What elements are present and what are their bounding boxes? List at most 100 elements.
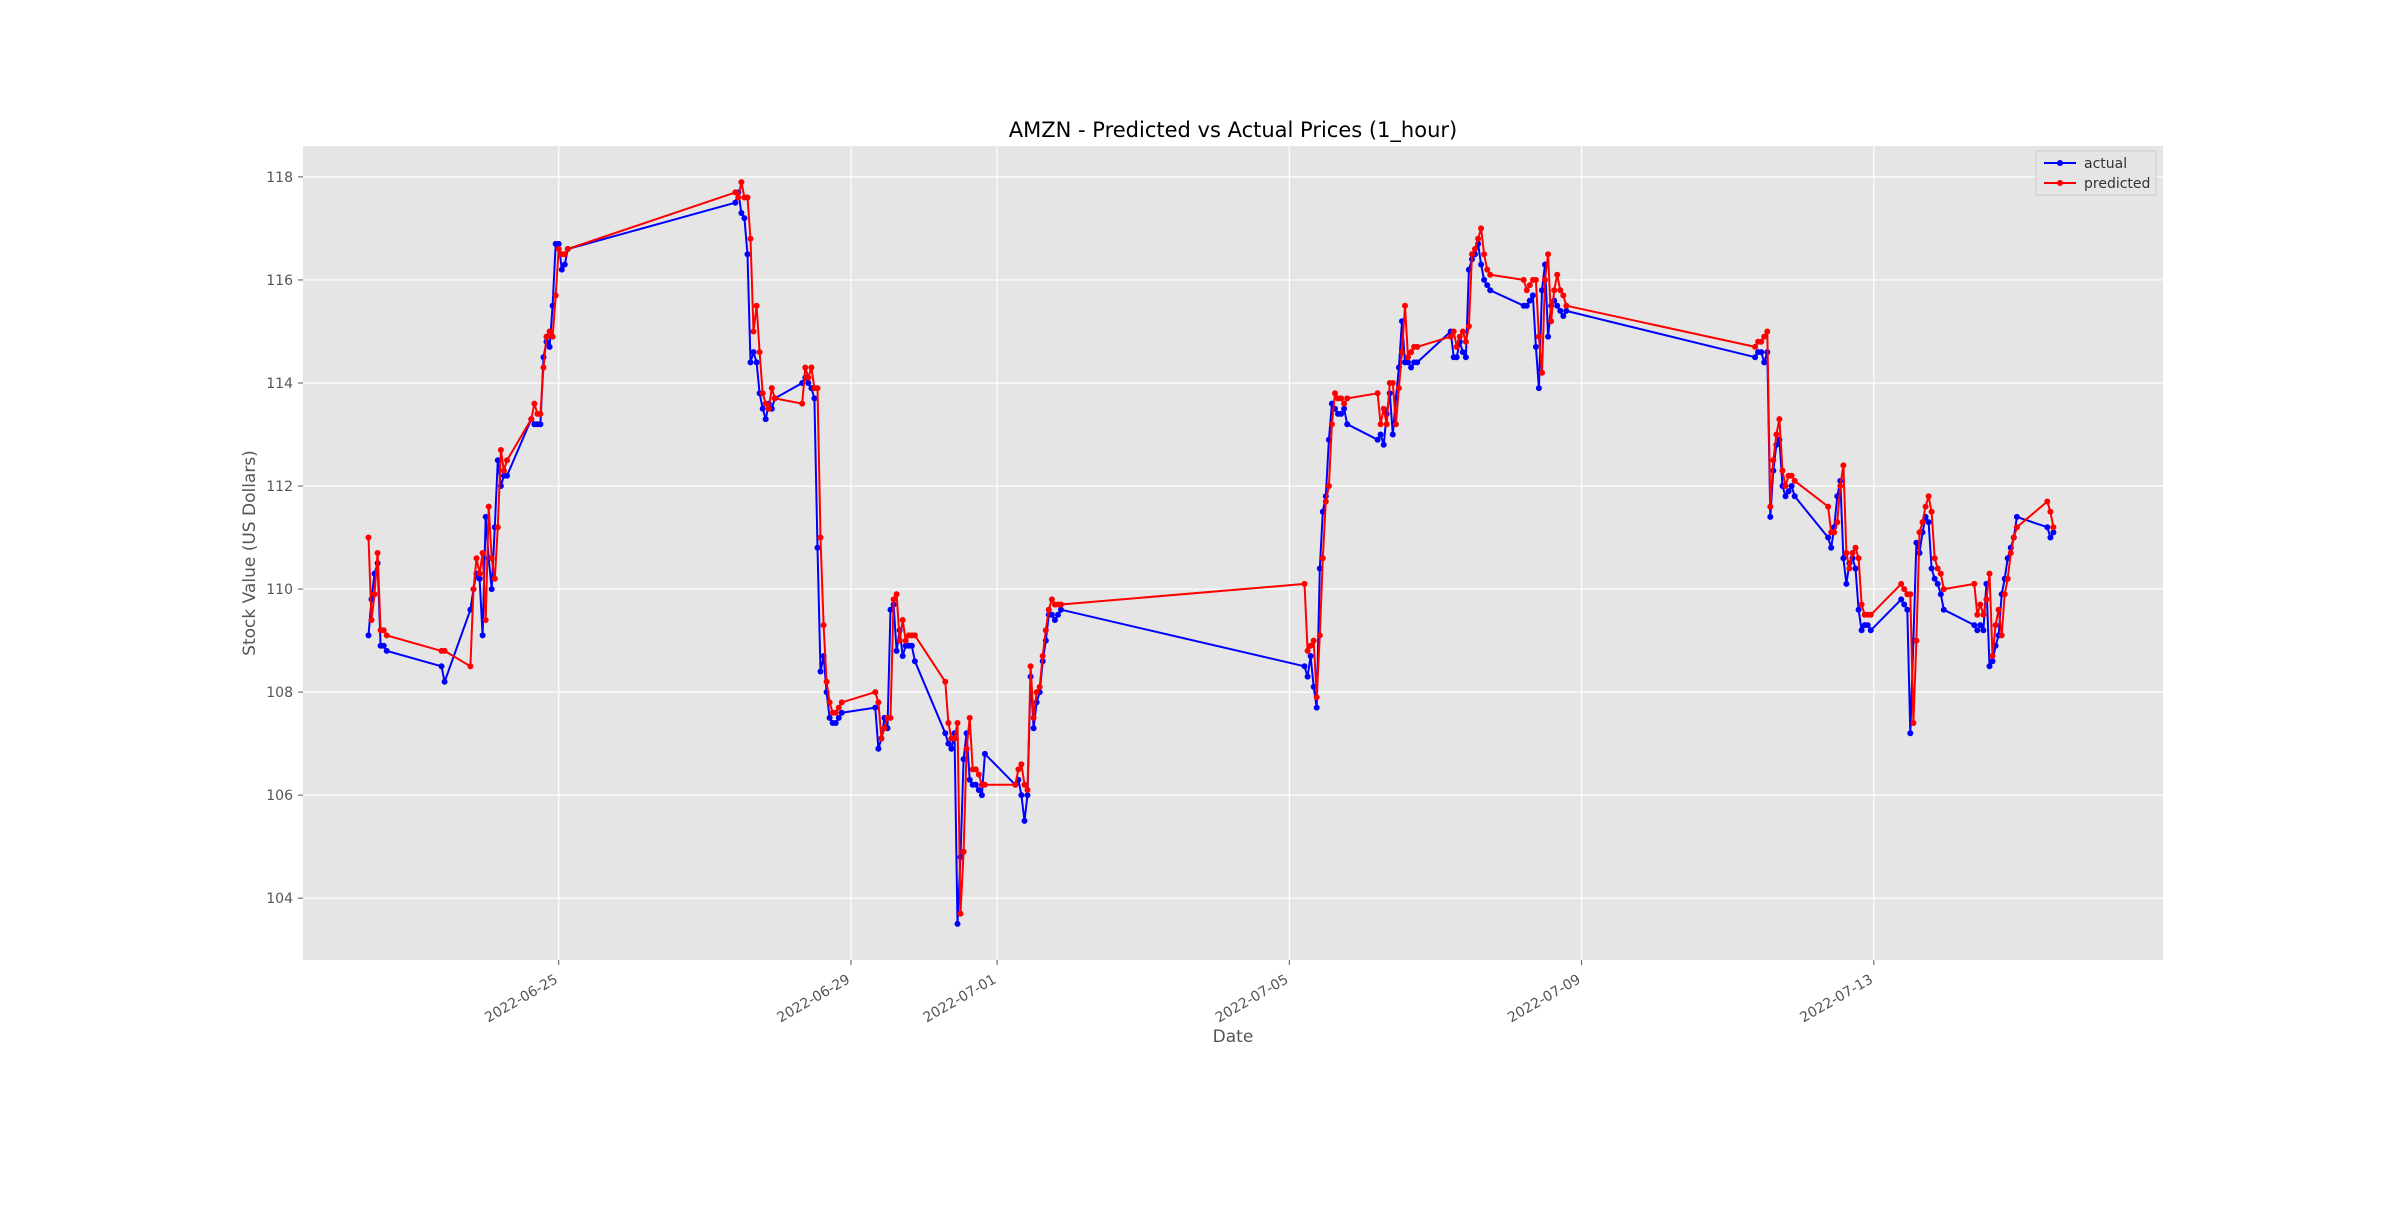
- data-point-actual: [887, 606, 894, 613]
- data-point-actual: [1898, 596, 1905, 603]
- data-point-predicted: [1548, 318, 1555, 325]
- y-tick-label: 114: [266, 376, 293, 392]
- data-point-actual: [759, 405, 766, 412]
- data-point-predicted: [823, 678, 830, 685]
- data-point-predicted: [1304, 647, 1311, 654]
- data-point-actual: [908, 642, 915, 649]
- data-point-actual: [1021, 817, 1028, 824]
- legend-marker-predicted: [2057, 180, 2063, 186]
- data-point-predicted: [1018, 761, 1025, 768]
- data-point-actual: [365, 632, 372, 639]
- data-point-predicted: [1341, 400, 1348, 407]
- data-point-predicted: [1545, 251, 1552, 258]
- data-point-actual: [1545, 333, 1552, 340]
- data-point-actual: [1532, 343, 1539, 350]
- data-point-actual: [1478, 261, 1485, 268]
- data-point-actual: [1374, 436, 1381, 443]
- data-point-predicted: [1767, 503, 1774, 510]
- data-point-predicted: [1779, 467, 1786, 474]
- data-point-actual: [1931, 575, 1938, 582]
- data-point-predicted: [1931, 555, 1938, 562]
- data-point-actual: [1055, 611, 1061, 618]
- series-layer: [365, 179, 2057, 927]
- data-point-predicted: [1791, 477, 1798, 484]
- data-point-predicted: [951, 735, 958, 742]
- data-point-actual: [1785, 488, 1792, 495]
- data-point-predicted: [441, 647, 448, 654]
- data-point-actual: [546, 343, 553, 350]
- data-point-actual: [1867, 627, 1874, 634]
- data-point-actual: [1459, 349, 1466, 356]
- data-point-predicted: [1402, 302, 1408, 309]
- data-point-predicted: [902, 637, 909, 644]
- data-point-predicted: [2007, 550, 2014, 556]
- data-point-predicted: [1925, 493, 1932, 500]
- data-point-predicted: [744, 194, 751, 201]
- y-tick-label: 106: [266, 788, 293, 804]
- data-point-actual: [1024, 792, 1031, 799]
- data-point-actual: [1913, 539, 1920, 546]
- data-point-actual: [1852, 565, 1859, 572]
- data-point-actual: [1487, 287, 1494, 294]
- data-point-predicted: [1408, 349, 1415, 356]
- data-point-actual: [1344, 421, 1351, 428]
- data-point-actual: [1825, 534, 1832, 541]
- data-point-predicted: [1462, 338, 1469, 345]
- data-point-actual: [1907, 730, 1914, 737]
- data-point-predicted: [1478, 225, 1485, 232]
- data-point-actual: [1341, 405, 1348, 412]
- data-point-actual: [835, 714, 842, 721]
- data-point-predicted: [1937, 570, 1944, 577]
- data-point-actual: [1414, 359, 1421, 366]
- data-point-predicted: [878, 735, 885, 742]
- data-point-actual: [1843, 580, 1850, 587]
- data-point-predicted: [497, 447, 504, 453]
- data-point-predicted: [1852, 544, 1859, 551]
- data-point-predicted: [1928, 508, 1935, 515]
- data-point-predicted: [1012, 781, 1019, 788]
- data-point-actual: [1313, 704, 1320, 711]
- data-point-actual: [1937, 591, 1944, 598]
- data-point-actual: [1523, 302, 1530, 309]
- data-point-actual: [814, 544, 821, 551]
- data-point-predicted: [954, 720, 961, 726]
- data-point-predicted: [753, 302, 760, 309]
- data-point-actual: [1535, 385, 1542, 392]
- data-point-predicted: [485, 503, 492, 510]
- data-point-predicted: [1773, 431, 1780, 438]
- data-point-predicted: [1855, 555, 1862, 562]
- data-point-predicted: [1469, 251, 1475, 258]
- data-point-predicted: [1983, 596, 1990, 603]
- data-point-predicted: [1520, 276, 1527, 283]
- y-tick-label: 112: [266, 479, 293, 495]
- data-point-predicted: [1542, 276, 1548, 283]
- y-tick-label: 116: [266, 273, 293, 289]
- data-point-predicted: [1395, 385, 1402, 392]
- data-point-predicted: [838, 699, 845, 706]
- data-point-actual: [954, 920, 961, 927]
- data-point-predicted: [981, 781, 988, 788]
- data-point-predicted: [945, 720, 952, 726]
- data-point-actual: [1051, 617, 1058, 623]
- data-point-predicted: [960, 848, 967, 855]
- data-point-actual: [942, 730, 949, 737]
- data-point-predicted: [1776, 416, 1783, 423]
- data-point-actual: [2044, 524, 2051, 531]
- data-point-actual: [817, 668, 824, 675]
- data-point-predicted: [1934, 565, 1941, 572]
- data-point-actual: [1453, 354, 1460, 361]
- data-point-predicted: [1374, 390, 1381, 397]
- data-point-actual: [1752, 354, 1759, 361]
- data-point-actual: [1971, 622, 1978, 629]
- data-point-actual: [561, 261, 568, 268]
- data-point-predicted: [1758, 338, 1765, 345]
- data-point-actual: [479, 632, 486, 639]
- data-point-predicted: [1024, 787, 1031, 793]
- data-point-predicted: [494, 524, 501, 531]
- data-point-actual: [747, 359, 754, 366]
- data-point-predicted: [1030, 714, 1037, 721]
- data-point-predicted: [771, 395, 778, 402]
- data-point-actual: [1828, 544, 1835, 551]
- data-point-predicted: [1995, 606, 2002, 613]
- data-point-predicted: [1557, 287, 1564, 294]
